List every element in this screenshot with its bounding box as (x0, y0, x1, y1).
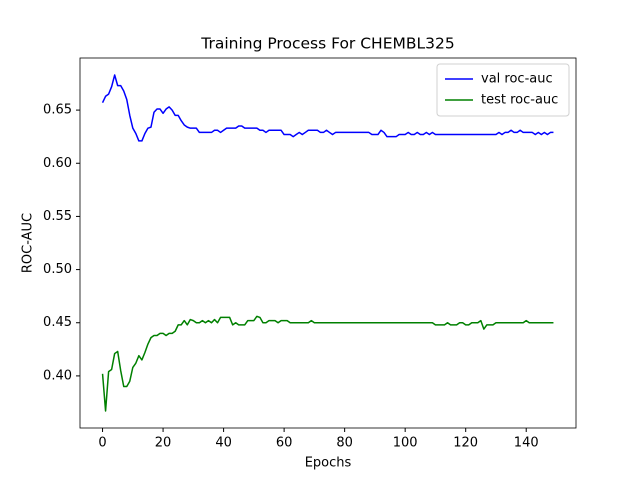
x-tick-label: 60 (276, 436, 293, 451)
y-tick-label: 0.65 (43, 103, 72, 118)
x-tick-label: 100 (393, 436, 418, 451)
legend-box (436, 63, 570, 117)
legend-label: test roc-auc (481, 93, 558, 108)
y-tick-label: 0.60 (43, 156, 72, 171)
x-tick-label: 40 (215, 436, 232, 451)
y-tick-label: 0.40 (43, 368, 72, 383)
axes-frame (79, 57, 577, 429)
x-tick-label: 120 (453, 436, 478, 451)
chart-title: Training Process For CHEMBL325 (200, 35, 454, 53)
x-tick-label: 0 (98, 436, 106, 451)
data-line (101, 74, 554, 142)
data-line (101, 315, 554, 412)
x-tick-label: 20 (155, 436, 172, 451)
y-tick-label: 0.55 (43, 209, 72, 224)
legend-label: val roc-auc (481, 72, 553, 87)
x-axis-label: Epochs (305, 456, 352, 471)
x-tick-label: 140 (514, 436, 539, 451)
y-axis-label: ROC-AUC (21, 213, 36, 273)
y-tick-label: 0.50 (43, 262, 72, 277)
x-tick-label: 80 (336, 436, 353, 451)
y-tick-label: 0.45 (43, 315, 72, 330)
